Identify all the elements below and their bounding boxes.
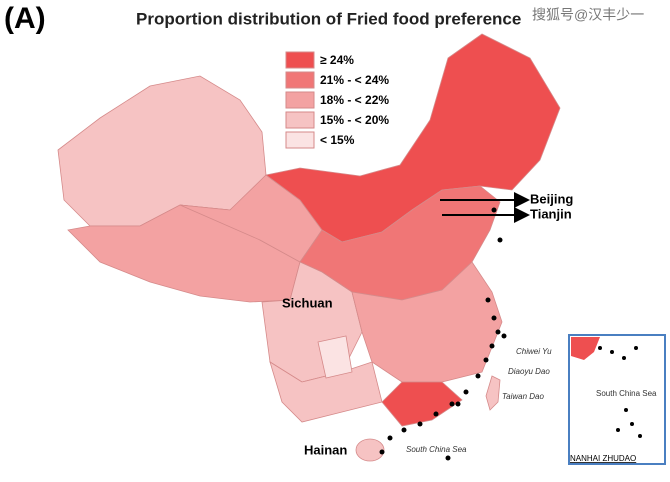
legend-label: 21% - < 24% [320, 73, 389, 87]
island-label: Diaoyu Dao [508, 367, 550, 376]
legend: ≥ 24% 21% - < 24% 18% - < 22% 15% - < 20% < … [285, 51, 389, 149]
city-label: Beijing [530, 191, 573, 206]
island-label: Chiwei Yu [516, 347, 552, 356]
legend-label: 15% - < 20% [320, 113, 389, 127]
sea-label: South China Sea [406, 445, 467, 454]
legend-swatch [285, 131, 315, 149]
legend-label: < 15% [320, 133, 355, 147]
legend-swatch [285, 111, 315, 129]
panel-label: (A) [4, 2, 46, 35]
coastal-sites [379, 207, 507, 461]
region-chongqing [317, 335, 353, 379]
legend-label: 18% - < 22% [320, 93, 389, 107]
inset-islands-label: NANHAI ZHUDAO [570, 454, 636, 463]
region-taiwan [485, 375, 501, 411]
city-label: Tianjin [530, 206, 572, 221]
province-label: Sichuan [282, 295, 333, 310]
legend-swatch [285, 71, 315, 89]
island-label: Taiwan Dao [502, 392, 545, 401]
legend-swatch [285, 91, 315, 109]
inset-coast [571, 337, 600, 360]
region-xinjiang [57, 75, 267, 227]
provinces [57, 33, 561, 462]
region-hainan [355, 438, 385, 462]
inset-sea-label: South China Sea [596, 389, 657, 398]
inset: South China Sea NANHAI ZHUDAO [568, 334, 666, 465]
legend-swatch [285, 51, 315, 69]
province-label: Hainan [304, 442, 347, 457]
watermark: 搜狐号@汉丰少一 [532, 7, 644, 23]
map-title: Proportion distribution of Fried food pr… [136, 9, 521, 28]
region-guangdong [381, 381, 463, 427]
legend-label: ≥ 24% [320, 53, 354, 67]
